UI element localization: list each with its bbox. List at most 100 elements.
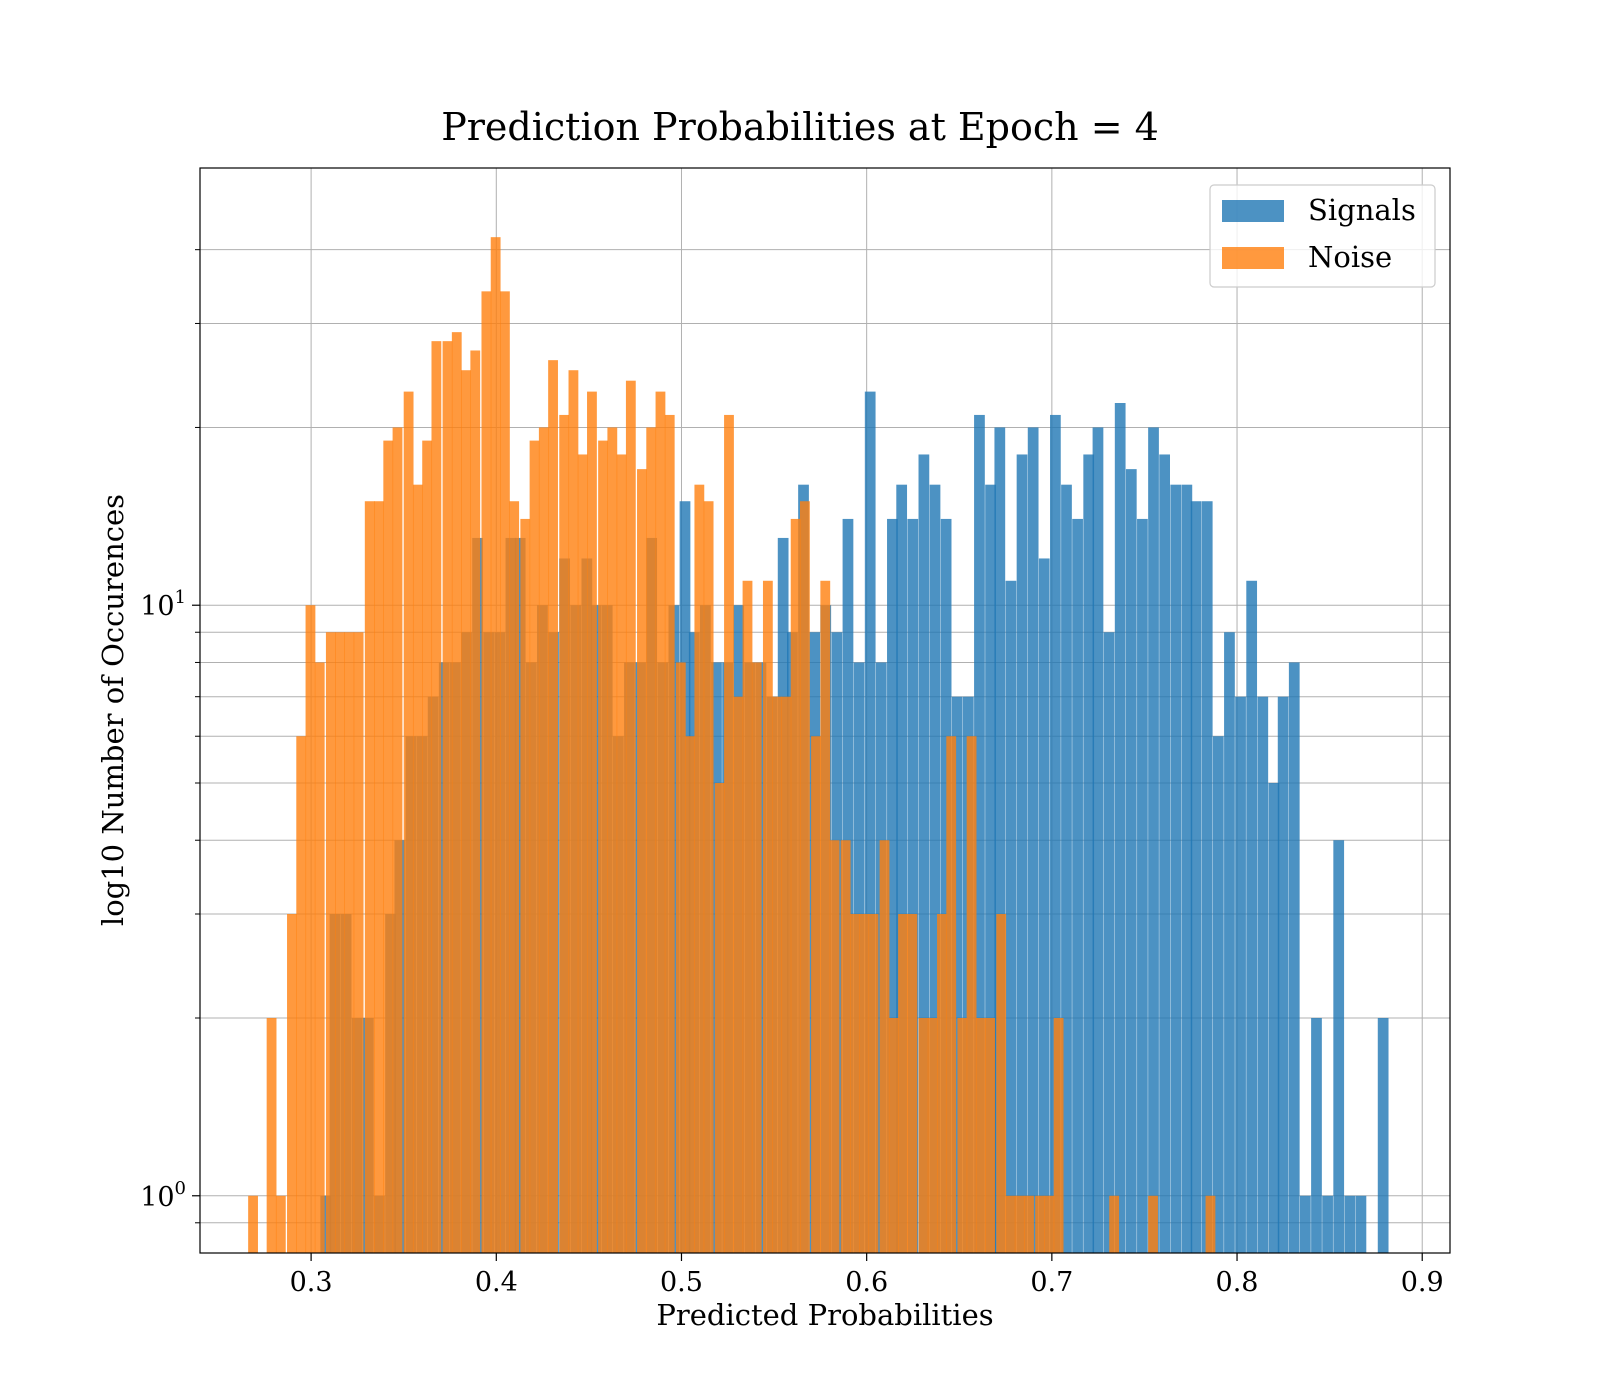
noise-bar (266, 1017, 277, 1253)
legend-swatch-signals (1222, 200, 1284, 222)
noise-bar (383, 440, 394, 1253)
noise-bar (335, 632, 345, 1253)
noise-bar (985, 1017, 995, 1253)
signals-bar (1257, 696, 1269, 1253)
noise-bar (664, 414, 675, 1253)
plot-frame (199, 167, 1451, 1254)
noise-bar (1148, 1195, 1158, 1253)
x-tick-label: 0.6 (845, 1267, 888, 1298)
signals-bar (1311, 1017, 1322, 1253)
noise-bar (520, 518, 531, 1253)
noise-bar (353, 632, 364, 1253)
signals-bar (1288, 662, 1300, 1253)
signals-bar (1114, 403, 1126, 1253)
noise-bar (800, 501, 810, 1253)
chart-title: Prediction Probabilities at Epoch = 4 (441, 105, 1159, 149)
signals-bar (1016, 454, 1028, 1254)
noise-bar (314, 662, 325, 1253)
noise-bar (927, 1017, 938, 1253)
noise-bar (529, 440, 540, 1253)
signals-bar (994, 427, 1006, 1253)
noise-bar (957, 1017, 968, 1253)
noise-bar (685, 736, 695, 1253)
noise-bar (879, 840, 890, 1253)
x-tick-label: 0.8 (1216, 1267, 1259, 1298)
noise-bar (694, 484, 705, 1253)
signals-bar (974, 414, 985, 1253)
legend-label-signals: Signals (1308, 193, 1416, 227)
noise-bar (1109, 1195, 1120, 1253)
noise-bar (966, 736, 977, 1253)
noise-bar (1053, 1017, 1064, 1253)
noise-bar (1024, 1195, 1034, 1253)
noise-bar (577, 454, 588, 1254)
noise-bar (451, 332, 462, 1253)
signals-bar (887, 518, 898, 1253)
signals-bar (1246, 580, 1258, 1253)
noise-bar (481, 291, 492, 1253)
signals-bar (864, 391, 876, 1253)
signals-bar (918, 454, 930, 1254)
noise-bar (829, 840, 840, 1253)
noise-bar (607, 427, 618, 1253)
noise-bar (898, 914, 908, 1253)
y-axis-label: log10 Number of Occurences (96, 494, 130, 926)
signals-bar (1170, 484, 1182, 1253)
noise-bar (714, 782, 725, 1253)
noise-bar (374, 501, 384, 1253)
noise-bar (946, 736, 957, 1253)
signals-bar (1083, 454, 1095, 1254)
signals-bar (1235, 696, 1246, 1253)
noise-bar (1005, 1195, 1016, 1253)
noise-bar (840, 840, 851, 1253)
noise-bar (859, 914, 870, 1253)
noise-bar (392, 427, 403, 1253)
x-tick-label: 0.7 (1030, 1267, 1073, 1298)
noise-bar (724, 414, 734, 1253)
signals-bar (1092, 427, 1104, 1253)
y-tick-label: 100 (140, 1178, 186, 1213)
noise-bar (364, 501, 375, 1253)
noise-bar (868, 914, 879, 1253)
noise-bar (509, 501, 520, 1253)
signals-bar (1027, 427, 1039, 1253)
signals-bar (929, 484, 941, 1253)
signals-bar (1050, 414, 1061, 1253)
noise-bar (655, 391, 666, 1253)
signals-bar (907, 518, 919, 1253)
y-axis-ticks: 100 101 (140, 249, 200, 1224)
noise-bar (587, 391, 597, 1253)
signals-bar (320, 1195, 332, 1253)
noise-bar (305, 605, 316, 1253)
signals-bar (514, 537, 526, 1253)
noise-bar (888, 1017, 899, 1253)
signals-bar (1072, 518, 1083, 1253)
signals-bar (1300, 1195, 1311, 1253)
noise-bar (1205, 1195, 1216, 1253)
signals-bar (1355, 1195, 1367, 1253)
noise-bar (1035, 1195, 1045, 1253)
noise-bar (675, 662, 686, 1253)
noise-bar (442, 341, 453, 1253)
noise-bar (762, 580, 773, 1253)
signals-bar (951, 696, 963, 1253)
y-tick-label: 101 (140, 587, 186, 622)
noise-bar (1044, 1195, 1055, 1253)
noise-bar (625, 380, 636, 1254)
signals-bar (1322, 1195, 1333, 1253)
signals-bar (1277, 696, 1289, 1253)
signals-bar (1268, 782, 1280, 1253)
signals-bar (1201, 501, 1213, 1253)
noise-bar (703, 501, 714, 1253)
legend-label-noise: Noise (1308, 240, 1392, 274)
signals-bar (1103, 632, 1115, 1253)
noise-bar (637, 469, 647, 1254)
noise-bar (996, 914, 1007, 1253)
noise-bar (296, 736, 307, 1253)
noise-bar (733, 696, 744, 1253)
x-axis-ticks: 0.3 0.4 0.5 0.6 0.7 0.8 0.9 (290, 1253, 1444, 1298)
noise-bar (811, 736, 821, 1253)
signals-bar (1333, 840, 1345, 1253)
noise-bar (790, 518, 801, 1253)
